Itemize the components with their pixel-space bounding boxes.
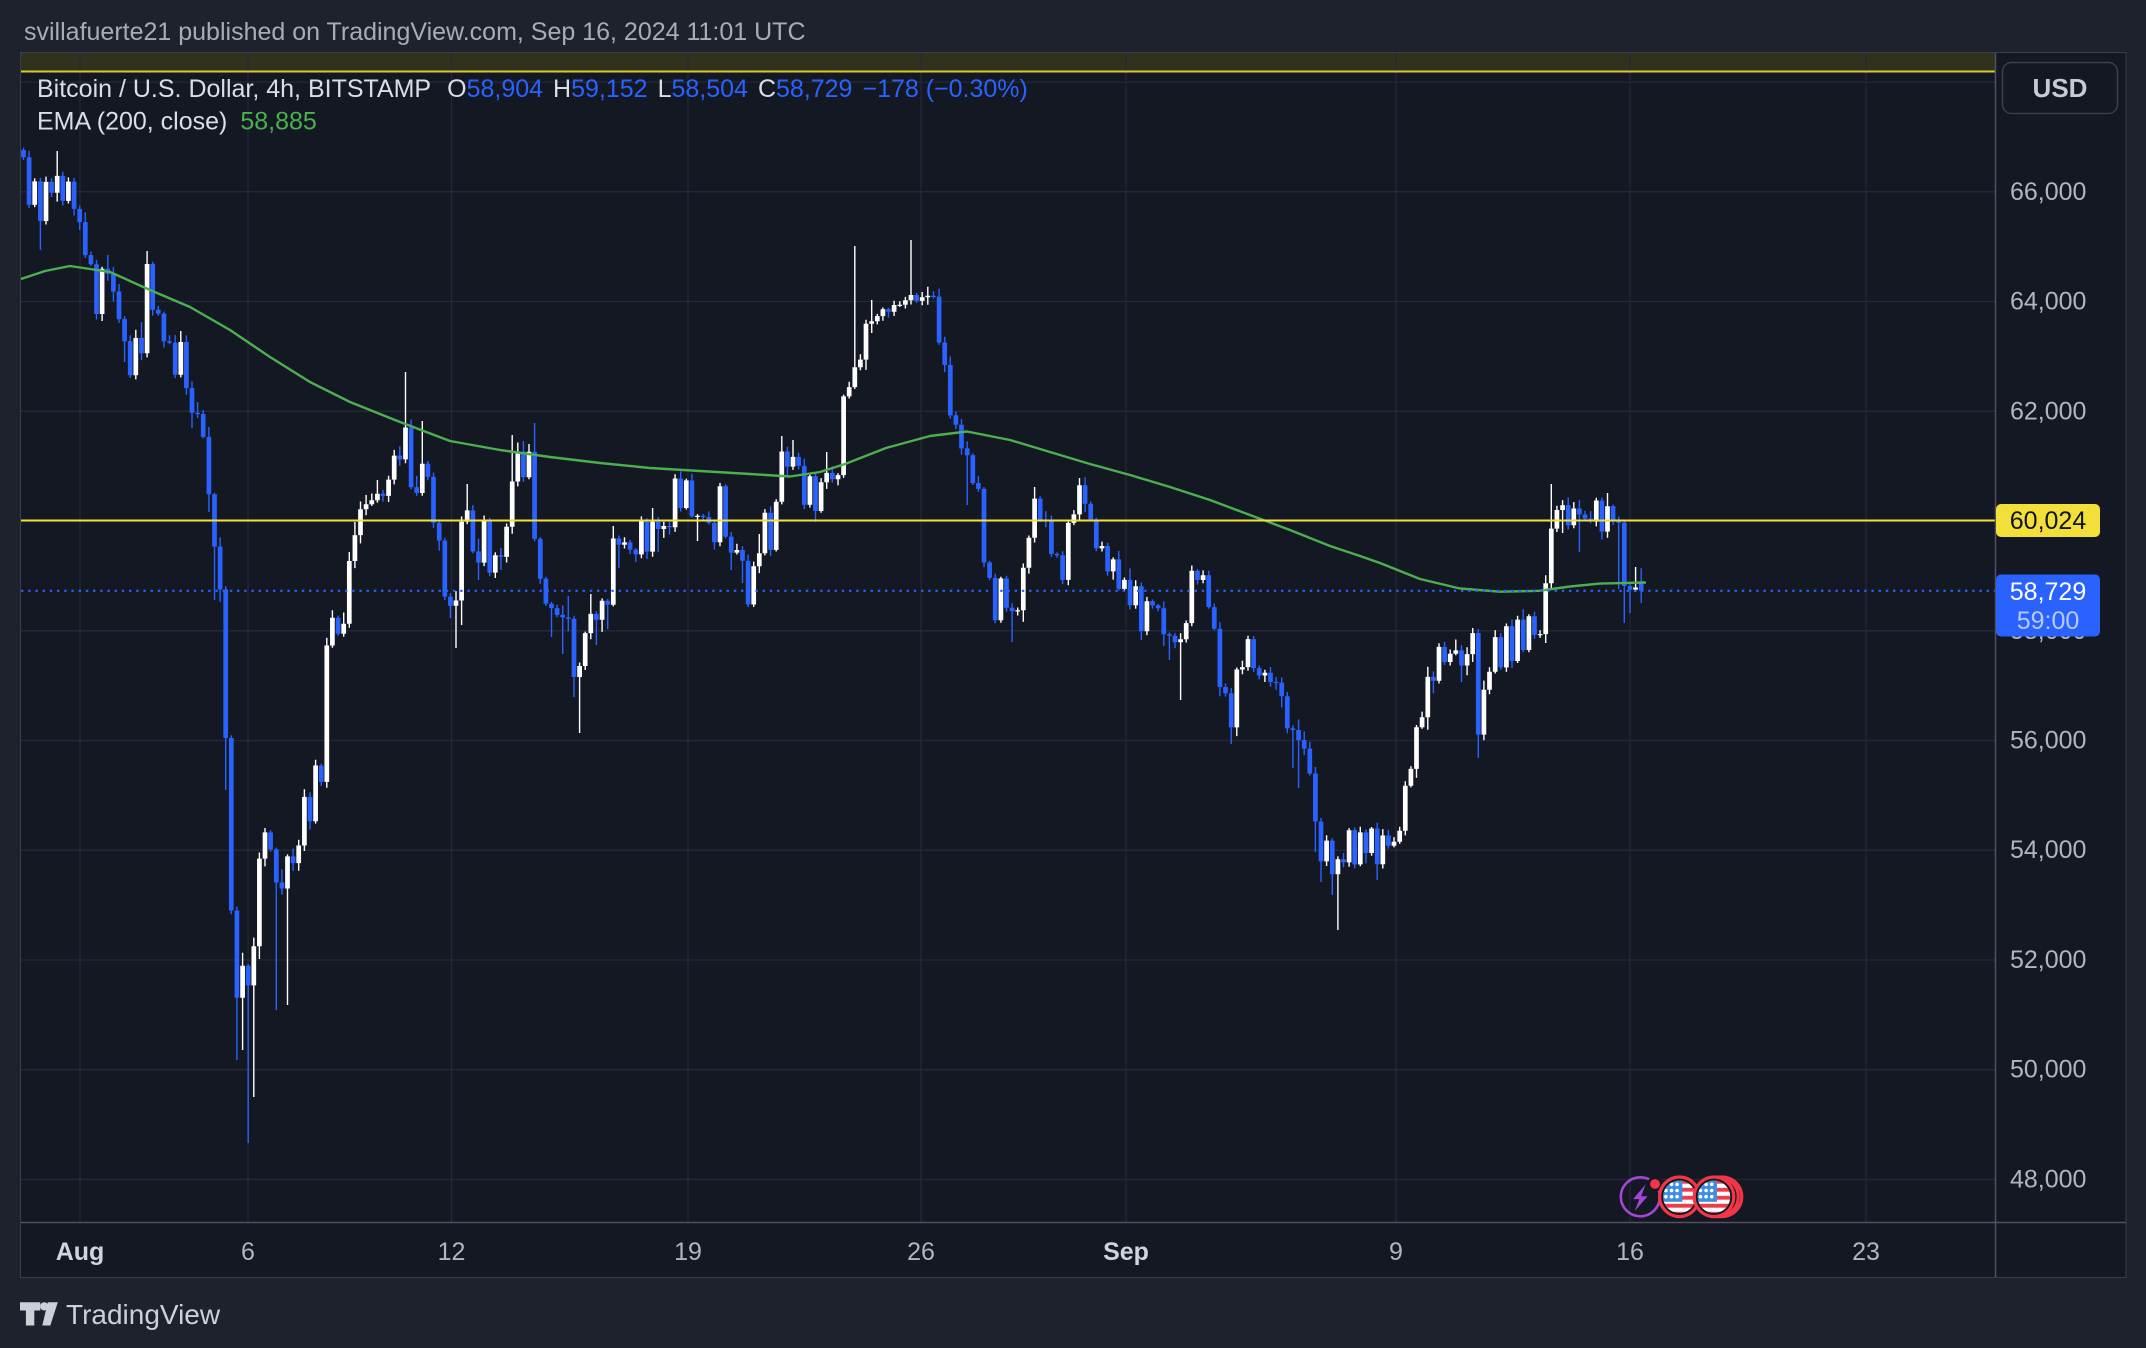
svg-text:EMA (200, close) 58,885: EMA (200, close) 58,885 <box>37 108 317 136</box>
svg-text:Sep: Sep <box>1103 1238 1149 1266</box>
svg-text:66,000: 66,000 <box>2010 178 2086 206</box>
svg-text:Bitcoin / U.S. Dollar, 4h, BIT: Bitcoin / U.S. Dollar, 4h, BITSTAMP O58,9… <box>37 75 1028 103</box>
svg-text:52,000: 52,000 <box>2010 946 2086 974</box>
svg-text:23: 23 <box>1852 1238 1880 1266</box>
svg-text:48,000: 48,000 <box>2010 1166 2086 1194</box>
svg-text:59:00: 59:00 <box>2017 607 2080 635</box>
svg-text:54,000: 54,000 <box>2010 836 2086 864</box>
svg-text:60,024: 60,024 <box>2010 507 2087 535</box>
svg-text:16: 16 <box>1616 1238 1644 1266</box>
svg-text:6: 6 <box>241 1238 255 1266</box>
svg-text:56,000: 56,000 <box>2010 727 2086 755</box>
svg-text:svillafuerte21 published on Tr: svillafuerte21 published on TradingView.… <box>24 18 806 46</box>
svg-text:12: 12 <box>438 1238 466 1266</box>
svg-text:64,000: 64,000 <box>2010 288 2086 316</box>
svg-text:62,000: 62,000 <box>2010 397 2086 425</box>
svg-text:50,000: 50,000 <box>2010 1056 2086 1084</box>
svg-text:19: 19 <box>674 1238 702 1266</box>
svg-text:58,729: 58,729 <box>2010 578 2086 606</box>
svg-text:9: 9 <box>1389 1238 1403 1266</box>
svg-text:26: 26 <box>907 1238 935 1266</box>
svg-text:TradingView: TradingView <box>66 1299 221 1330</box>
svg-text:USD: USD <box>2033 73 2088 103</box>
svg-text:Aug: Aug <box>56 1238 105 1266</box>
